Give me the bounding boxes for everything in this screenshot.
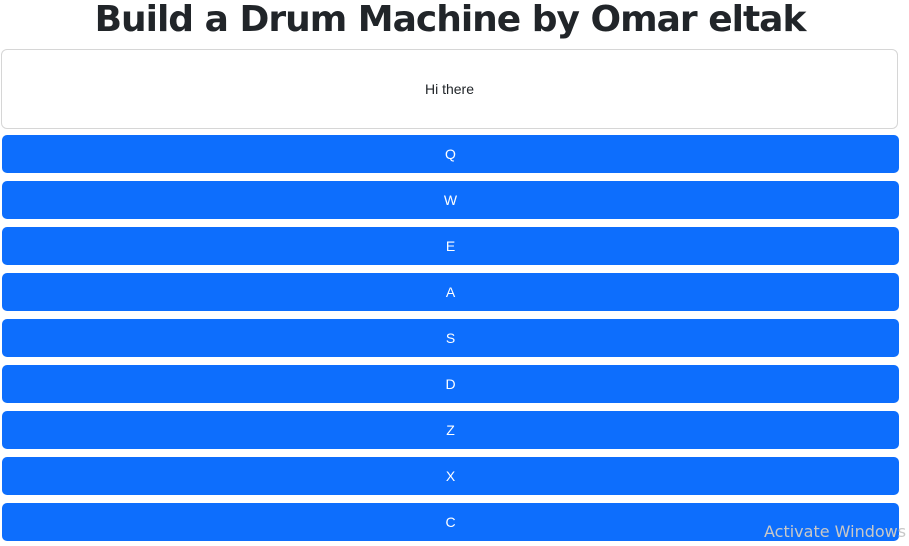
drum-pad-d[interactable]: D xyxy=(2,365,899,403)
drum-pad-e[interactable]: E xyxy=(2,227,899,265)
drum-pad-label: C xyxy=(445,514,456,530)
drum-pad-s[interactable]: S xyxy=(2,319,899,357)
drum-pad-c[interactable]: C xyxy=(2,503,899,541)
drum-pad-z[interactable]: Z xyxy=(2,411,899,449)
drum-pad-label: Q xyxy=(445,146,456,162)
drum-pad-a[interactable]: A xyxy=(2,273,899,311)
drum-pad-label: A xyxy=(445,284,456,300)
display-text: Hi there xyxy=(424,81,475,97)
drum-pad-label: E xyxy=(445,238,456,254)
drum-pad-label: Z xyxy=(446,422,455,438)
drum-pad-label: D xyxy=(445,376,456,392)
page-title: Build a Drum Machine by Omar eltak xyxy=(94,0,807,40)
drum-pad-x[interactable]: X xyxy=(2,457,899,495)
activate-windows-watermark: Activate Windows xyxy=(764,522,907,541)
drum-pad-w[interactable]: W xyxy=(2,181,899,219)
drum-pad-label: X xyxy=(445,468,456,484)
drum-pads: Q W E A S D Z X C xyxy=(2,135,899,546)
drum-pad-label: W xyxy=(443,192,458,208)
drum-pad-label: S xyxy=(445,330,456,346)
drum-pad-q[interactable]: Q xyxy=(2,135,899,173)
display-panel: Hi there xyxy=(1,49,898,129)
